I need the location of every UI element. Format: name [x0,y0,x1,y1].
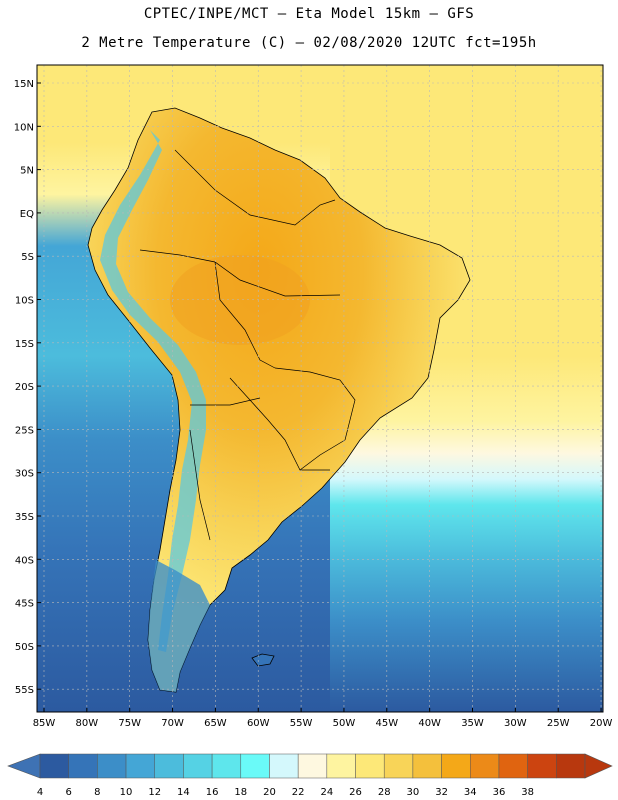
graticule [37,65,603,712]
lon-label: 85W [33,718,56,729]
lon-label: 25W [547,718,570,729]
hot-interior-zone [170,255,310,345]
lon-label: 70W [161,718,184,729]
legend-value-label: 36 [493,787,506,798]
legend-right-arrow [584,753,613,779]
lon-label: 65W [204,718,227,729]
map-area [37,65,603,712]
lon-label: 55W [290,718,313,729]
lat-label: 10N [14,122,34,133]
country-borders [139,149,356,541]
map-frame [36,64,604,713]
lon-label: 20W [590,718,613,729]
lon-label: 50W [333,718,356,729]
legend-left-arrow [7,753,41,779]
legend-color-box [183,753,213,779]
legend-value-label: 38 [521,787,534,798]
legend-color-box [154,753,184,779]
lat-label: 30S [15,469,34,480]
legend-value-label: 18 [234,787,247,798]
falkland-islands [251,653,275,667]
legend-color-box [97,753,127,779]
lat-label: 50S [15,642,34,653]
legend-value-label: 16 [206,787,219,798]
lat-label: EQ [20,209,34,220]
lat-label: 15S [15,339,34,350]
colorbar-legend: 4 6 8 10 12 14 16 18 20 22 24 26 28 30 32 34 36 38 [7,753,613,798]
legend-color-box [355,753,385,779]
legend-color-box [412,753,442,779]
lat-label: 5N [20,166,34,177]
longitude-labels: 85W 80W 75W 70W 65W 60W 55W 50W 45W 40W 35W 30W 25W 2… [33,708,613,729]
legend-value-label: 22 [292,787,305,798]
legend-color-box [441,753,471,779]
legend-value-label: 8 [94,787,100,798]
legend-color-box [498,753,528,779]
legend-color-box [125,753,155,779]
legend-value-label: 14 [177,787,190,798]
lon-label: 75W [118,718,141,729]
legend-color-box [326,753,356,779]
legend-value-label: 12 [148,787,161,798]
lat-label: 15N [14,79,34,90]
lat-label: 40S [15,555,34,566]
legend-value-label: 26 [349,787,362,798]
legend-color-box [383,753,414,779]
legend-value-label: 10 [120,787,133,798]
legend-value-label: 6 [65,787,71,798]
legend-value-label: 28 [378,787,391,798]
lon-label: 40W [418,718,441,729]
legend-color-box [269,753,299,779]
lon-label: 60W [247,718,270,729]
chart-title-line1: CPTEC/INPE/MCT – Eta Model 15km – GFS [143,6,475,22]
legend-value-label: 34 [464,787,477,798]
legend-color-box [470,753,500,779]
lon-label: 45W [375,718,398,729]
legend-color-box [297,753,328,779]
legend-color-box [39,753,69,779]
lat-label: 45S [15,599,34,610]
lat-label: 10S [15,296,34,307]
legend-value-label: 32 [435,787,448,798]
lat-label: 5S [21,252,34,263]
latitude-labels: 15N 10N 5N EQ 5S 10S 15S 20S 25S 30S 35S 40S 45S 50S 5… [14,79,41,696]
legend-value-label: 24 [320,787,333,798]
legend-value-label: 30 [407,787,420,798]
legend-value-label: 20 [263,787,276,798]
legend-value-label: 4 [37,787,43,798]
lon-label: 30W [504,718,527,729]
legend-color-box [211,753,242,779]
lat-label: 35S [15,512,34,523]
legend-color-box [240,753,270,779]
andes-cool-band [100,130,206,652]
chart-title-line2: 2 Metre Temperature (C) – 02/08/2020 12U… [81,35,537,51]
lon-label: 80W [76,718,99,729]
lat-label: 25S [15,425,34,436]
lat-label: 55S [15,685,34,696]
legend-color-box [68,753,98,779]
legend-color-box [527,753,557,779]
patagonia-cold [148,560,210,692]
lat-label: 20S [15,382,34,393]
lon-label: 35W [461,718,484,729]
legend-color-box [556,753,586,779]
